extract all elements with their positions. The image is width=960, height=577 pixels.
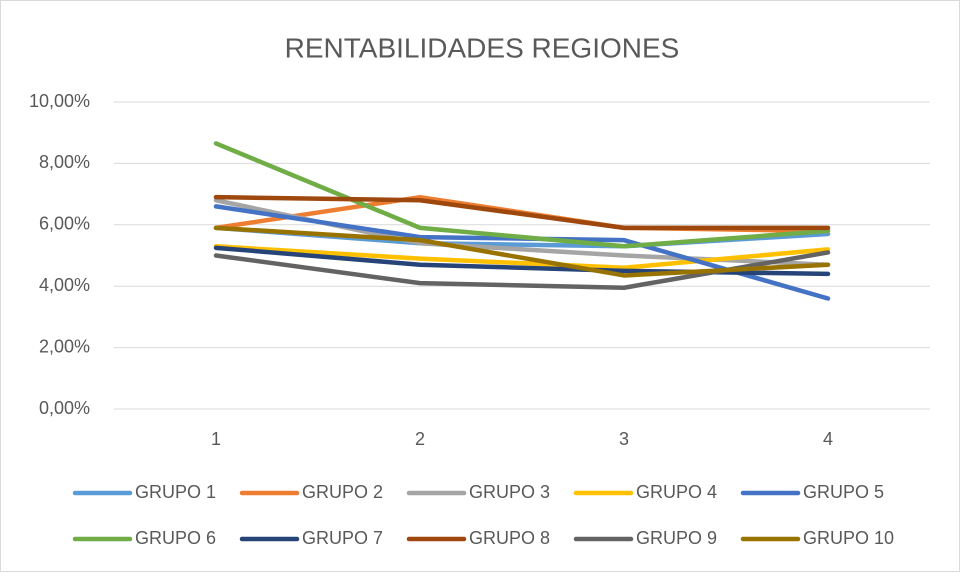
- legend-label: GRUPO 2: [302, 482, 383, 502]
- y-tick-label: 8,00%: [39, 152, 90, 172]
- legend-label: GRUPO 7: [302, 528, 383, 548]
- chart-title: RENTABILIDADES REGIONES: [285, 32, 680, 63]
- series-line: [213, 225, 831, 278]
- legend-label: GRUPO 10: [803, 528, 894, 548]
- legend-label: GRUPO 5: [803, 482, 884, 502]
- y-tick-label: 4,00%: [39, 275, 90, 295]
- legend-label: GRUPO 6: [135, 528, 216, 548]
- y-tick-label: 6,00%: [39, 214, 90, 234]
- series-line: [213, 245, 831, 277]
- series-line: [213, 141, 831, 249]
- legend-label: GRUPO 3: [469, 482, 550, 502]
- y-tick-label: 0,00%: [39, 398, 90, 418]
- y-tick-label: 10,00%: [29, 91, 90, 111]
- series-line: [213, 194, 831, 231]
- x-tick-label: 3: [619, 429, 629, 449]
- legend-label: GRUPO 9: [636, 528, 717, 548]
- legend-label: GRUPO 8: [469, 528, 550, 548]
- y-tick-label: 2,00%: [39, 336, 90, 356]
- x-tick-label: 1: [211, 429, 221, 449]
- series-line: [213, 244, 831, 271]
- legend-label: GRUPO 1: [135, 482, 216, 502]
- legend-label: GRUPO 4: [636, 482, 717, 502]
- x-tick-label: 2: [415, 429, 425, 449]
- x-tick-label: 4: [823, 429, 833, 449]
